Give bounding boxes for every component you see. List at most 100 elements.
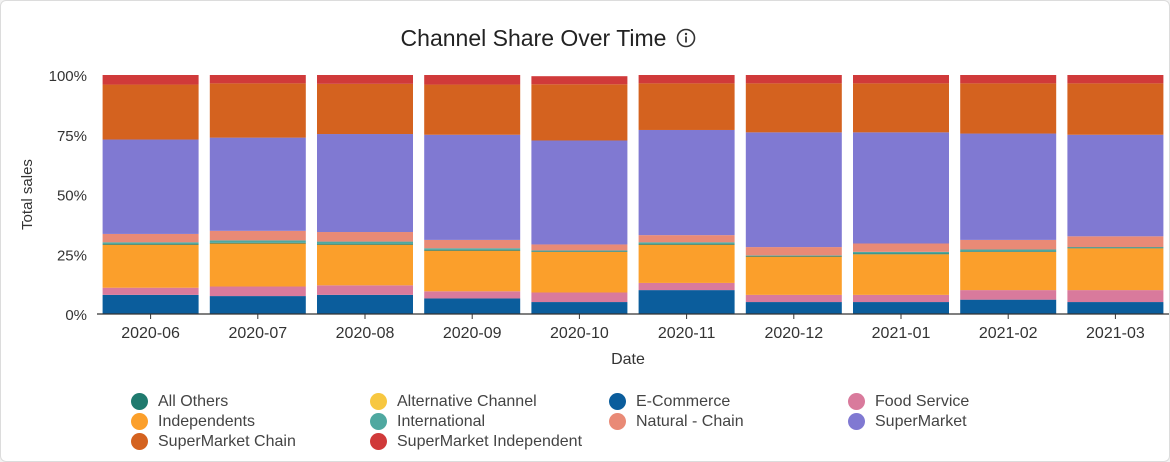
bar-segment[interactable] xyxy=(209,242,306,244)
bar-segment[interactable] xyxy=(102,84,199,140)
bar-segment[interactable] xyxy=(317,294,413,314)
bar-segment[interactable] xyxy=(745,132,842,248)
bar-segment[interactable] xyxy=(745,247,842,256)
bar-segment[interactable] xyxy=(960,133,1057,240)
bar-segment[interactable] xyxy=(1067,248,1164,291)
legend-item[interactable]: SuperMarket Independent xyxy=(370,432,609,451)
bar-segment[interactable] xyxy=(638,129,735,236)
bar-segment[interactable] xyxy=(1067,290,1164,303)
bar-segment[interactable] xyxy=(531,251,628,293)
legend-item[interactable]: SuperMarket Chain xyxy=(131,432,370,451)
bar-segment[interactable] xyxy=(209,296,306,314)
bar-segment[interactable] xyxy=(745,255,842,257)
legend-item[interactable]: E-Commerce xyxy=(609,392,848,411)
bar-segment[interactable] xyxy=(531,302,628,314)
bar-segment[interactable] xyxy=(102,287,199,295)
bar-segment[interactable] xyxy=(424,298,521,314)
bar-segment[interactable] xyxy=(745,75,842,84)
bar-segment[interactable] xyxy=(531,250,628,252)
bar-segment[interactable] xyxy=(317,83,413,135)
bar-segment[interactable] xyxy=(209,240,306,243)
bar-segment[interactable] xyxy=(1067,75,1164,84)
bar-segment[interactable] xyxy=(209,83,306,138)
legend-item[interactable]: Independents xyxy=(131,412,370,431)
bar-segment[interactable] xyxy=(853,132,949,244)
bar-segment[interactable] xyxy=(960,290,1057,300)
bar-segment[interactable] xyxy=(853,254,949,295)
bar-segment[interactable] xyxy=(745,256,842,295)
bar-segment[interactable] xyxy=(102,294,199,314)
legend-item[interactable]: SuperMarket xyxy=(848,412,1087,431)
bar-segment[interactable] xyxy=(317,134,413,233)
bar-segment[interactable] xyxy=(638,83,735,130)
bar-segment[interactable] xyxy=(745,83,842,133)
bar-segment[interactable] xyxy=(853,83,949,133)
bar-segment[interactable] xyxy=(638,244,735,283)
bar-segment[interactable] xyxy=(853,302,949,314)
bar-segment[interactable] xyxy=(638,235,735,243)
legend-swatch xyxy=(370,433,387,450)
bar-segment[interactable] xyxy=(638,75,735,84)
bar-segment[interactable] xyxy=(531,244,628,251)
bar-segment[interactable] xyxy=(531,140,628,245)
legend-item[interactable]: Food Service xyxy=(848,392,1087,411)
bar-segment[interactable] xyxy=(745,302,842,314)
bar-segment[interactable] xyxy=(102,243,199,245)
bar-segment[interactable] xyxy=(317,285,413,295)
bar-segment[interactable] xyxy=(102,233,199,243)
bar-segment[interactable] xyxy=(638,243,735,245)
bar-segment[interactable] xyxy=(1067,236,1164,248)
bar-segment[interactable] xyxy=(424,134,521,240)
bar-segment[interactable] xyxy=(853,75,949,84)
bar-segment[interactable] xyxy=(317,232,413,242)
bar-segment[interactable] xyxy=(960,249,1057,252)
bar-segment[interactable] xyxy=(853,251,949,254)
bar-segment[interactable] xyxy=(209,243,306,287)
bar-segment[interactable] xyxy=(638,282,735,291)
bar-segment[interactable] xyxy=(960,299,1057,314)
bar-segment[interactable] xyxy=(531,84,628,141)
bar-segment[interactable] xyxy=(853,243,949,252)
bar-segment[interactable] xyxy=(102,242,199,244)
bar-segment[interactable] xyxy=(960,83,1057,134)
bar-segment[interactable] xyxy=(209,286,306,297)
bar-segment[interactable] xyxy=(960,251,1057,252)
legend-item[interactable]: International xyxy=(370,412,609,431)
bar-segment[interactable] xyxy=(102,244,199,288)
bar-segment[interactable] xyxy=(424,250,521,292)
bar-segment[interactable] xyxy=(853,253,949,255)
bar-segment[interactable] xyxy=(853,294,949,303)
bar-segment[interactable] xyxy=(209,137,306,231)
bar-segment[interactable] xyxy=(317,244,413,286)
bar-segment[interactable] xyxy=(424,84,521,135)
bar-segment[interactable] xyxy=(960,251,1057,291)
info-icon[interactable] xyxy=(676,28,696,48)
bar-segment[interactable] xyxy=(638,242,735,244)
bar-segment[interactable] xyxy=(102,139,199,234)
bar-segment[interactable] xyxy=(424,75,521,85)
bar-segment[interactable] xyxy=(317,243,413,245)
bar-segment[interactable] xyxy=(1067,247,1164,249)
bar-segment[interactable] xyxy=(1067,83,1164,135)
bar-segment[interactable] xyxy=(638,290,735,314)
bar-segment[interactable] xyxy=(960,75,1057,84)
bar-segment[interactable] xyxy=(531,76,628,85)
legend-item[interactable]: Alternative Channel xyxy=(370,392,609,411)
bar-segment[interactable] xyxy=(745,294,842,303)
bar-segment[interactable] xyxy=(424,239,521,249)
bar-segment[interactable] xyxy=(424,248,521,250)
bar-segment[interactable] xyxy=(317,241,413,244)
legend-item[interactable]: All Others xyxy=(131,392,370,411)
bar-segment[interactable] xyxy=(1067,302,1164,314)
bar-segment[interactable] xyxy=(424,249,521,251)
bar-segment[interactable] xyxy=(531,251,628,252)
bar-segment[interactable] xyxy=(1067,134,1164,237)
bar-segment[interactable] xyxy=(960,239,1057,250)
legend-item[interactable]: Natural - Chain xyxy=(609,412,848,431)
bar-segment[interactable] xyxy=(531,292,628,303)
bar-segment[interactable] xyxy=(209,230,306,241)
bar-segment[interactable] xyxy=(209,75,306,84)
bar-segment[interactable] xyxy=(102,75,199,85)
bar-segment[interactable] xyxy=(424,291,521,299)
bar-segment[interactable] xyxy=(317,75,413,84)
